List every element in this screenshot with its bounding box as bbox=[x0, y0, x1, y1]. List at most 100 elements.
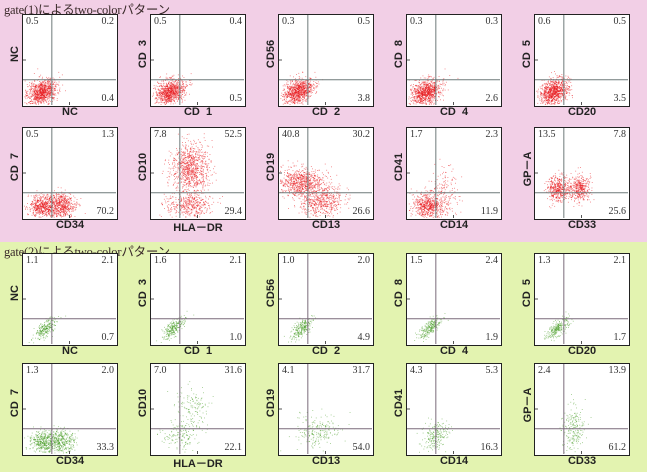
event-dot bbox=[429, 99, 430, 101]
event-dot bbox=[175, 96, 176, 97]
event-dot bbox=[291, 90, 293, 92]
dot-plot-svg bbox=[535, 15, 628, 105]
event-dot bbox=[284, 92, 286, 94]
event-dot bbox=[303, 100, 305, 102]
event-dot bbox=[178, 97, 179, 99]
event-dot bbox=[41, 89, 42, 91]
event-dot bbox=[37, 100, 39, 102]
event-dot bbox=[171, 90, 173, 92]
event-dot bbox=[416, 102, 417, 103]
event-dot bbox=[165, 96, 166, 98]
event-dot bbox=[35, 205, 37, 207]
event-dot bbox=[45, 101, 47, 103]
event-dot bbox=[164, 86, 165, 88]
event-dot bbox=[294, 87, 296, 89]
event-dot bbox=[294, 98, 295, 100]
event-dot bbox=[543, 90, 545, 92]
event-dot bbox=[564, 81, 566, 83]
event-dot bbox=[426, 86, 428, 88]
event-dot bbox=[554, 89, 556, 90]
event-dot bbox=[423, 87, 425, 89]
event-dot bbox=[42, 211, 44, 213]
event-dot bbox=[432, 88, 434, 90]
event-dot bbox=[174, 81, 176, 83]
event-dot bbox=[567, 88, 569, 90]
event-dot bbox=[295, 95, 297, 97]
event-dot bbox=[45, 202, 47, 204]
event-dot bbox=[47, 85, 49, 87]
event-dot bbox=[540, 88, 542, 89]
event-dot bbox=[191, 83, 193, 85]
event-dot bbox=[177, 83, 178, 85]
event-dot bbox=[556, 82, 558, 84]
event-dot bbox=[187, 85, 188, 86]
event-dot bbox=[158, 102, 159, 104]
event-dot bbox=[299, 87, 301, 89]
event-dot bbox=[546, 83, 548, 85]
event-dot bbox=[565, 95, 567, 97]
event-dot bbox=[39, 81, 40, 82]
event-dot bbox=[170, 77, 171, 79]
event-dot bbox=[428, 85, 430, 87]
event-dot bbox=[571, 95, 573, 96]
event-dot bbox=[173, 100, 175, 102]
event-dot bbox=[48, 209, 50, 210]
event-dot bbox=[159, 86, 160, 87]
event-dot bbox=[36, 200, 38, 202]
event-dot bbox=[550, 90, 552, 91]
event-dot bbox=[292, 95, 294, 97]
event-dot bbox=[46, 99, 48, 101]
event-dot bbox=[287, 95, 289, 97]
event-dot bbox=[49, 83, 51, 85]
event-dot bbox=[546, 102, 548, 104]
event-dot bbox=[49, 78, 51, 80]
event-dot bbox=[557, 103, 559, 105]
event-dot bbox=[42, 92, 44, 94]
event-dot bbox=[183, 89, 185, 91]
event-dot bbox=[418, 81, 420, 83]
event-dot bbox=[537, 92, 539, 94]
x-axis-label: NC bbox=[62, 106, 78, 118]
event-dot bbox=[45, 201, 46, 203]
event-dot bbox=[561, 87, 562, 89]
event-dot bbox=[417, 100, 419, 101]
event-dot bbox=[438, 87, 440, 88]
event-dot bbox=[561, 84, 563, 86]
event-dot bbox=[59, 91, 61, 92]
event-dot bbox=[290, 102, 292, 104]
event-dot bbox=[419, 88, 421, 90]
event-dot bbox=[424, 93, 426, 95]
event-dot bbox=[423, 93, 424, 95]
event-dot bbox=[42, 214, 43, 215]
event-dot bbox=[423, 93, 425, 95]
event-dot bbox=[50, 93, 52, 95]
event-dot bbox=[177, 87, 179, 89]
event-dot bbox=[46, 102, 48, 103]
event-dot bbox=[48, 80, 50, 82]
event-dot bbox=[414, 100, 416, 101]
event-dot bbox=[422, 100, 424, 101]
event-dot bbox=[43, 207, 45, 209]
event-dot bbox=[548, 90, 550, 92]
event-dot bbox=[556, 94, 558, 96]
event-dot bbox=[182, 84, 183, 85]
event-dot bbox=[537, 96, 539, 98]
event-dot bbox=[37, 197, 39, 198]
event-dot bbox=[291, 97, 293, 99]
event-dot bbox=[39, 199, 41, 201]
event-dot bbox=[54, 203, 56, 205]
event-dot bbox=[35, 96, 37, 98]
event-dot bbox=[290, 80, 291, 82]
event-dot bbox=[560, 98, 561, 100]
event-dot bbox=[296, 92, 298, 94]
event-dot bbox=[291, 91, 292, 93]
event-dot bbox=[289, 90, 290, 92]
event-dot bbox=[566, 87, 568, 88]
event-dot bbox=[173, 95, 175, 97]
event-dot bbox=[155, 98, 157, 99]
event-dot bbox=[31, 88, 33, 89]
event-dot bbox=[46, 203, 48, 205]
event-dot bbox=[43, 89, 44, 91]
event-dot bbox=[169, 86, 171, 88]
event-dot bbox=[443, 82, 445, 84]
